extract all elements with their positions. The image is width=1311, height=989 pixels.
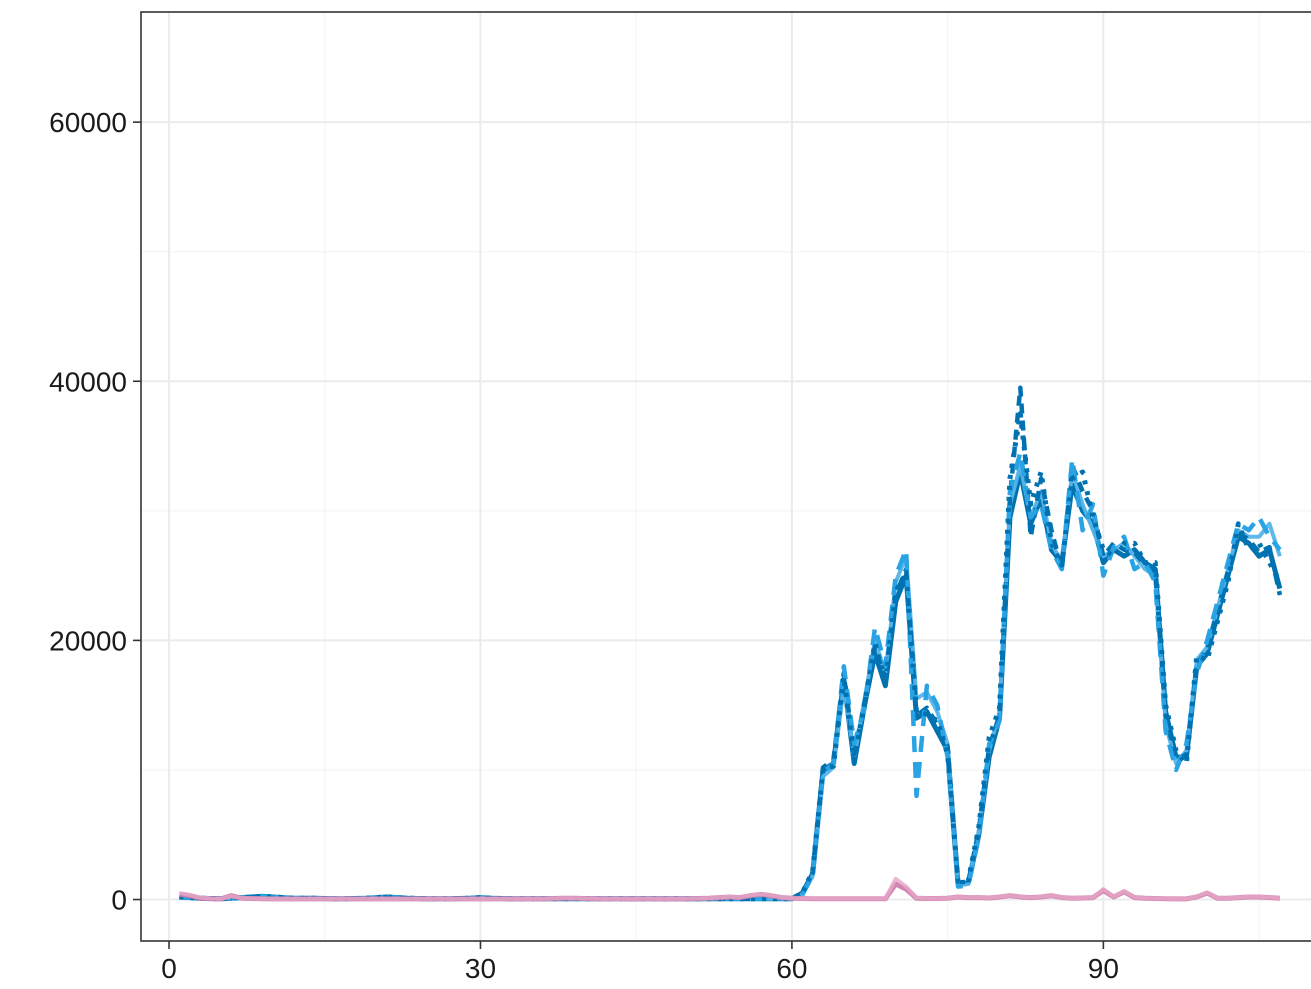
x-tick-label: 60 [776,953,807,984]
series-line-7 [179,876,1280,901]
series-group [179,385,1283,902]
x-tick-label: 30 [465,953,496,984]
panel-border [140,11,1311,942]
y-tick-label: 40000 [49,366,127,397]
x-tick-label: 0 [161,953,177,984]
x-axis: 0 30 60 90 [161,941,1119,984]
x-tick-label: 90 [1088,953,1119,984]
y-axis: 0 20000 40000 60000 [49,107,141,916]
y-tick-label: 60000 [49,107,127,138]
y-tick-label: 20000 [49,625,127,656]
y-tick-label: 0 [111,885,127,916]
